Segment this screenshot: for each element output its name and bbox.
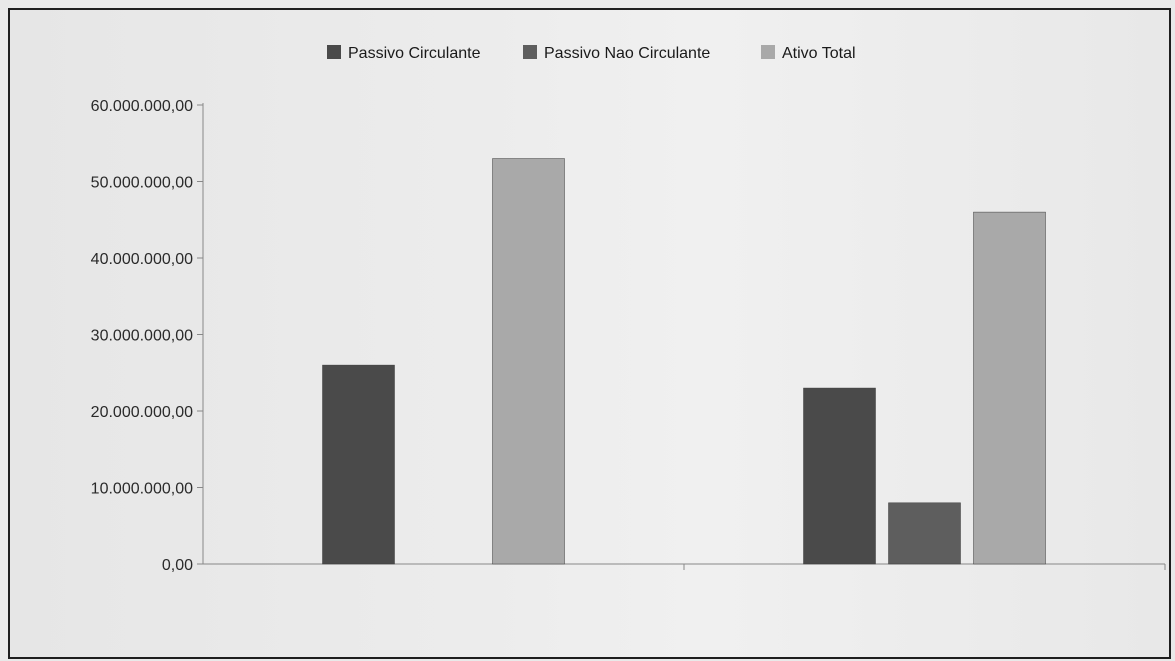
y-tick-label: 30.000.000,00 [91,328,193,345]
y-tick-label: 50.000.000,00 [91,175,193,192]
bar-passivo-nao-circulante-2 [888,502,961,565]
legend-label-passivo-circulante: Passivo Circulante [348,45,481,62]
legend-label-passivo-nao-circulante: Passivo Nao Circulante [544,45,710,62]
legend-swatch-passivo-circulante [327,45,341,59]
axes: 0,00 10.000.000,00 20.000.000,00 30.000.000… [91,98,1166,574]
y-tick-label: 10.000.000,00 [91,481,193,498]
legend-swatch-ativo-total [761,45,775,59]
legend-label-ativo-total: Ativo Total [782,45,856,62]
legend-item-ativo-total: Ativo Total [761,45,856,62]
legend: Passivo Circulante Passivo Nao Circulant… [327,45,856,62]
legend-item-passivo-nao-circulante: Passivo Nao Circulante [523,45,710,62]
y-tick-label: 20.000.000,00 [91,404,193,421]
bar-ativo-total-1 [492,158,565,565]
y-tick-label: 60.000.000,00 [91,98,193,115]
bars [322,158,1046,565]
bar-passivo-circulante-1 [322,364,395,565]
y-tick-label: 0,00 [162,557,193,574]
legend-swatch-passivo-nao-circulante [523,45,537,59]
legend-item-passivo-circulante: Passivo Circulante [327,45,481,62]
y-tick-label: 40.000.000,00 [91,251,193,268]
bar-passivo-circulante-2 [803,387,876,565]
bar-ativo-total-2 [973,211,1046,565]
